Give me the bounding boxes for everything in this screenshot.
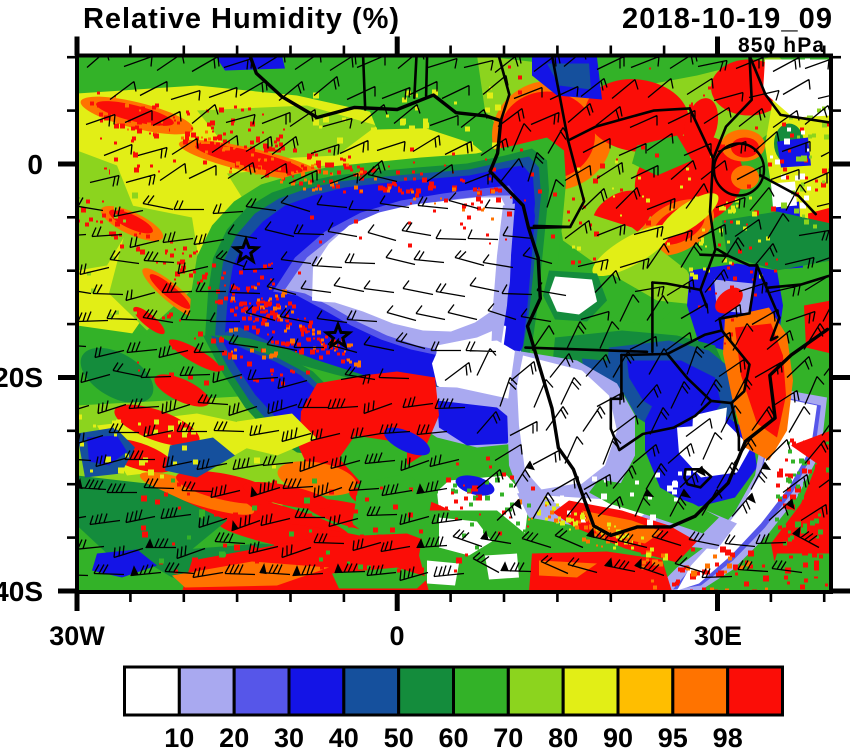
svg-text:20S: 20S: [0, 362, 43, 393]
svg-text:40: 40: [329, 723, 359, 750]
svg-text:2018-10-19_09: 2018-10-19_09: [622, 3, 832, 35]
svg-text:80: 80: [548, 723, 578, 750]
svg-text:0: 0: [389, 621, 404, 651]
svg-text:60: 60: [438, 723, 468, 750]
svg-text:40S: 40S: [0, 576, 43, 607]
svg-text:50: 50: [384, 723, 414, 750]
svg-text:Relative Humidity (%): Relative Humidity (%): [83, 3, 399, 35]
svg-text:70: 70: [493, 723, 523, 750]
svg-text:850 hPa: 850 hPa: [738, 34, 824, 57]
svg-text:20: 20: [219, 723, 249, 750]
svg-text:30W: 30W: [49, 621, 105, 651]
svg-text:98: 98: [713, 723, 743, 750]
svg-text:0: 0: [27, 149, 43, 180]
svg-text:90: 90: [603, 723, 633, 750]
svg-text:10: 10: [164, 723, 194, 750]
svg-text:30E: 30E: [694, 621, 742, 651]
svg-text:95: 95: [658, 723, 688, 750]
svg-text:30: 30: [274, 723, 304, 750]
